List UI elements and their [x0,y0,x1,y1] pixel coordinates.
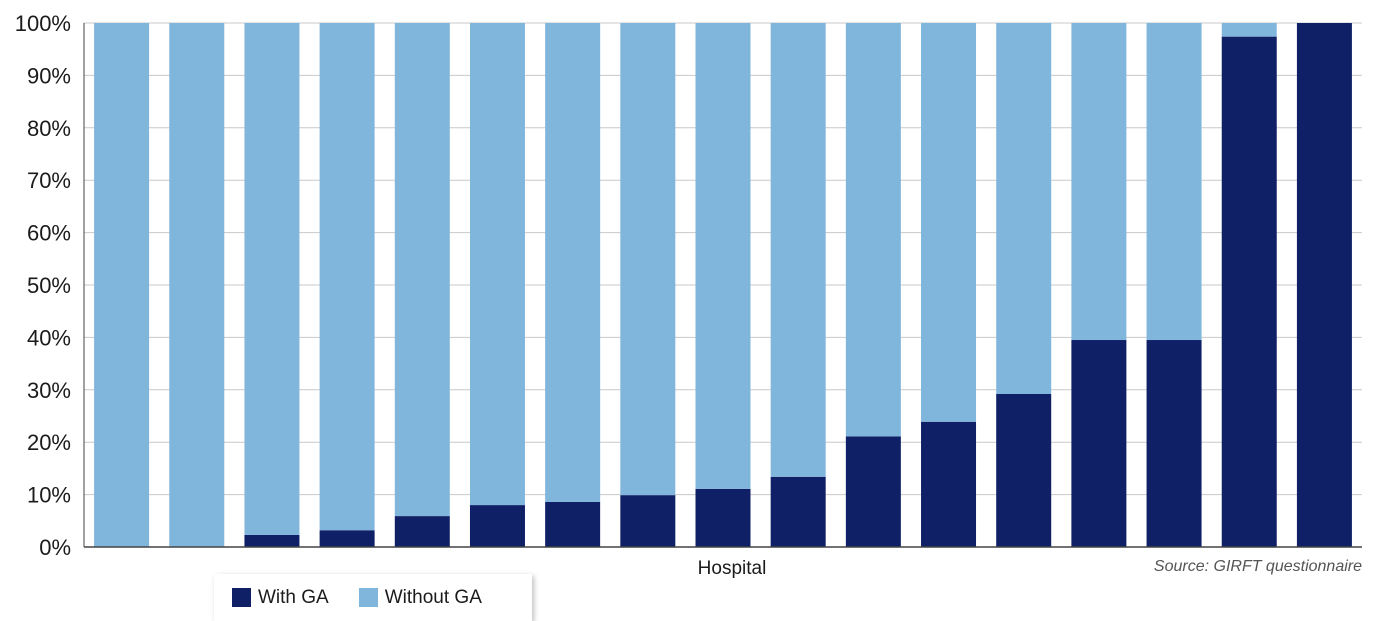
legend: With GA Without GA [214,574,532,621]
bar-with-ga [996,393,1052,547]
x-axis-title: Hospital [698,558,767,579]
legend-label-with-ga: With GA [258,586,329,608]
bar-with-ga [1221,36,1277,548]
legend-item-without-ga: Without GA [358,586,482,609]
bar-without-ga [244,23,300,535]
y-tick-label: 30% [27,378,71,403]
bar-with-ga [695,488,751,547]
y-axis-tick-labels: 0% 10% 20% 30% 40% 50% 60% 70% 80% 90% 100% [15,11,71,560]
y-tick-label: 80% [27,116,71,141]
bar-without-ga [545,23,601,502]
bar-with-ga [545,501,601,547]
legend-item-with-ga: With GA [232,587,329,609]
y-tick-label: 0% [39,535,71,560]
y-tick-label: 20% [27,430,71,455]
bar-with-ga [620,495,676,547]
bar-without-ga [921,23,977,422]
bar-without-ga [319,23,375,531]
bar-with-ga [469,505,525,547]
bar-without-ga [996,23,1052,394]
bar-without-ga [770,23,826,477]
y-tick-label: 60% [27,221,71,246]
bar-without-ga [1071,23,1127,341]
bar-without-ga [695,23,751,489]
legend-label-without-ga: Without GA [384,586,482,608]
bar-with-ga [394,516,450,547]
axes [83,23,1362,548]
y-tick-label: 90% [27,63,71,88]
bar-without-ga [620,23,676,496]
legend-swatch-with-ga [232,588,251,607]
bar-without-ga [845,23,901,437]
bar-with-ga [1071,340,1127,547]
bars [94,23,1352,548]
bar-without-ga [94,23,150,547]
bar-with-ga [921,421,977,547]
bar-with-ga [770,476,826,547]
bar-with-ga [244,534,300,547]
legend-swatch-without-ga [358,588,378,607]
bar-with-ga [319,530,375,547]
y-tick-label: 100% [15,11,71,36]
bar-without-ga [394,23,450,517]
y-tick-label: 10% [27,483,71,508]
bar-with-ga [845,436,901,547]
bar-without-ga [469,23,525,506]
y-tick-label: 70% [27,168,71,193]
y-tick-label: 40% [27,325,71,350]
bar-with-ga [1146,340,1202,547]
y-tick-label: 50% [27,273,71,298]
bar-without-ga [1146,23,1202,341]
bar-without-ga [1221,23,1277,37]
bar-with-ga [1296,23,1352,547]
bar-without-ga [169,23,225,547]
source-note: Source: GIRFT questionnaire [1153,558,1362,575]
